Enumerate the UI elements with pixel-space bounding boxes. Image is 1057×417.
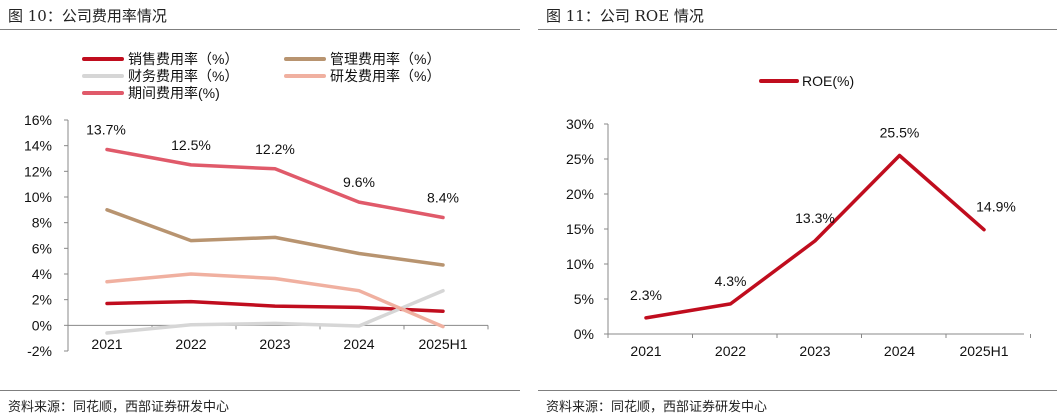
x-tick-label: 2021 (91, 336, 122, 352)
y-tick-label: 25% (566, 151, 594, 167)
x-tick-label: 2023 (799, 343, 830, 359)
expense-ratio-panel: 图 10：公司费用率情况 -2% 0% 2% 4% 6% 8% 10% 12% 14% 16% 20… (0, 0, 520, 417)
x-tick-label: 2024 (884, 343, 915, 359)
data-label: 4.3% (715, 273, 747, 289)
y-tick-label: 0% (32, 317, 52, 333)
roe-panel: 图 11：公司 ROE 情况 0% 5% 10% 15% 20% 25% 30% 2021 20… (538, 0, 1057, 417)
series-line (644, 153, 986, 320)
legend-label: 研发费用率（%） (330, 68, 440, 84)
series-line (105, 208, 445, 267)
data-label: 13.7% (86, 122, 126, 138)
x-tick-label: 2025H1 (959, 343, 1008, 359)
x-tick-label: 2023 (259, 336, 290, 352)
x-tick-label: 2022 (175, 336, 206, 352)
y-tick-label: 30% (566, 116, 594, 132)
series-line (105, 299, 445, 313)
y-tick-label: 20% (566, 186, 594, 202)
figure-title: 图 10：公司费用率情况 (8, 7, 167, 25)
series-line (105, 288, 445, 335)
x-tick-label: 2025H1 (418, 336, 467, 352)
data-label: 14.9% (976, 199, 1016, 215)
y-tick-label: 15% (566, 221, 594, 237)
y-tick-label: 12% (24, 163, 52, 179)
y-tick-label: 10% (566, 256, 594, 272)
legend-label: 财务费用率（%） (128, 68, 238, 84)
data-label: 9.6% (343, 174, 375, 190)
legend-label: 期间费用率(%) (128, 85, 220, 101)
y-tick-label: 8% (32, 215, 52, 231)
source-divider (538, 390, 1057, 391)
y-tick-label: 10% (24, 189, 52, 205)
data-label: 12.2% (255, 141, 295, 157)
legend-label: ROE(%) (802, 73, 854, 89)
x-tick-label: 2022 (715, 343, 746, 359)
y-tick-label: 5% (574, 291, 594, 307)
data-label: 25.5% (880, 125, 920, 141)
y-tick-label: 2% (32, 292, 52, 308)
y-tick-label: 6% (32, 240, 52, 256)
x-tick-label: 2024 (343, 336, 374, 352)
data-label: 2.3% (630, 287, 662, 303)
roe-chart: 0% 5% 10% 15% 20% 25% 30% 2021 2022 2023 2024 2025H… (566, 73, 1031, 359)
legend-label: 销售费用率（%） (128, 51, 238, 67)
data-label: 8.4% (427, 190, 459, 206)
title-divider (538, 29, 1057, 30)
data-label: 13.3% (795, 210, 835, 226)
y-tick-label: 16% (24, 112, 52, 128)
series-line (105, 272, 445, 329)
y-tick-label: 4% (32, 266, 52, 282)
title-divider (0, 29, 520, 30)
figure-title: 图 11：公司 ROE 情况 (546, 7, 704, 25)
x-tick-label: 2021 (630, 343, 661, 359)
data-label: 12.5% (171, 137, 211, 153)
y-tick-label: 0% (574, 326, 594, 342)
source-divider (0, 390, 520, 391)
source-note: 资料来源：同花顺，西部证券研发中心 (8, 400, 230, 415)
y-tick-label: 14% (24, 138, 52, 154)
y-tick-label: -2% (27, 343, 52, 359)
source-note: 资料来源：同花顺，西部证券研发中心 (546, 400, 768, 415)
legend-label: 管理费用率（%） (330, 51, 440, 67)
series-line (105, 147, 445, 220)
expense-ratio-chart: -2% 0% 2% 4% 6% 8% 10% 12% 14% 16% 2021 2022 2023 202… (24, 51, 489, 359)
